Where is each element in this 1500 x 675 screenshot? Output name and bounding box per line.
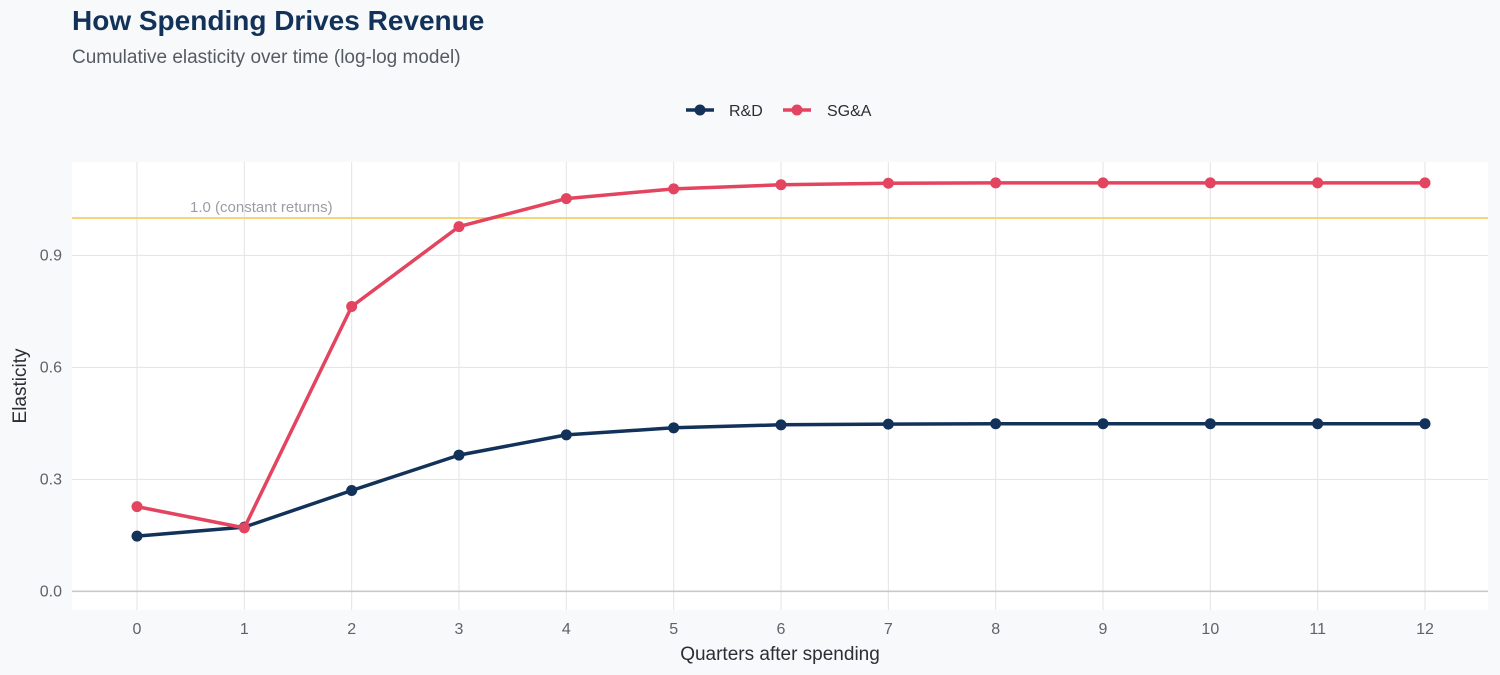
legend-swatch-point-sga (791, 104, 803, 116)
x-tick-label: 7 (884, 621, 893, 638)
legend: R&D SG&A (686, 103, 872, 120)
data-point-rd (775, 419, 787, 431)
data-point-sga (238, 522, 250, 534)
x-tick-label: 2 (347, 621, 356, 638)
plot-panel (72, 162, 1488, 610)
data-point-sga (668, 183, 680, 195)
y-tick-label: 0.6 (40, 359, 62, 376)
x-tick-label: 1 (240, 621, 249, 638)
data-point-sga (775, 179, 787, 191)
y-tick-label: 0.3 (40, 471, 62, 488)
data-point-rd (990, 418, 1002, 430)
series-group (131, 177, 1431, 542)
data-point-sga (560, 193, 572, 205)
data-point-sga (346, 300, 358, 312)
y-axis-ticks: 0.0 0.3 0.6 0.9 (40, 247, 62, 600)
data-point-rd (1204, 418, 1216, 430)
data-point-sga (1312, 177, 1324, 189)
data-point-rd (1312, 418, 1324, 430)
x-tick-label: 5 (669, 621, 678, 638)
x-tick-label: 9 (1099, 621, 1108, 638)
chart-title: How Spending Drives Revenue (72, 5, 485, 36)
data-point-sga (131, 501, 143, 513)
x-tick-label: 8 (991, 621, 1000, 638)
data-point-rd (1419, 418, 1431, 430)
y-tick-label: 0.0 (40, 583, 62, 600)
data-point-rd (453, 449, 465, 461)
data-point-sga (990, 177, 1002, 189)
data-point-sga (1419, 177, 1431, 189)
data-point-rd (1097, 418, 1109, 430)
legend-swatch-point-rd (694, 104, 706, 116)
x-tick-label: 11 (1309, 621, 1326, 638)
data-point-sga (882, 177, 894, 189)
y-tick-label: 0.9 (40, 247, 62, 264)
data-point-sga (1097, 177, 1109, 189)
x-tick-label: 12 (1416, 621, 1434, 638)
data-point-sga (453, 221, 465, 233)
data-point-rd (668, 422, 680, 434)
data-point-rd (560, 429, 572, 441)
x-tick-label: 3 (455, 621, 464, 638)
x-axis-ticks: 0 1 2 3 4 5 6 7 8 9 10 11 12 (133, 621, 1434, 638)
data-point-rd (131, 530, 143, 542)
data-point-rd (346, 485, 358, 497)
data-point-sga (1204, 177, 1216, 189)
x-tick-label: 4 (562, 621, 571, 638)
x-axis-title: Quarters after spending (680, 644, 880, 665)
chart-subtitle: Cumulative elasticity over time (log-log… (72, 47, 461, 68)
reference-line-label: 1.0 (constant returns) (190, 199, 333, 216)
x-tick-label: 10 (1201, 621, 1219, 638)
legend-label-rd: R&D (729, 103, 763, 120)
y-axis-title: Elasticity (10, 348, 31, 423)
x-tick-label: 6 (777, 621, 786, 638)
x-tick-label: 0 (133, 621, 142, 638)
legend-label-sga: SG&A (827, 103, 872, 120)
reference-line-group: 1.0 (constant returns) (72, 199, 1488, 219)
grid-lines (72, 162, 1488, 610)
data-point-rd (882, 418, 894, 430)
